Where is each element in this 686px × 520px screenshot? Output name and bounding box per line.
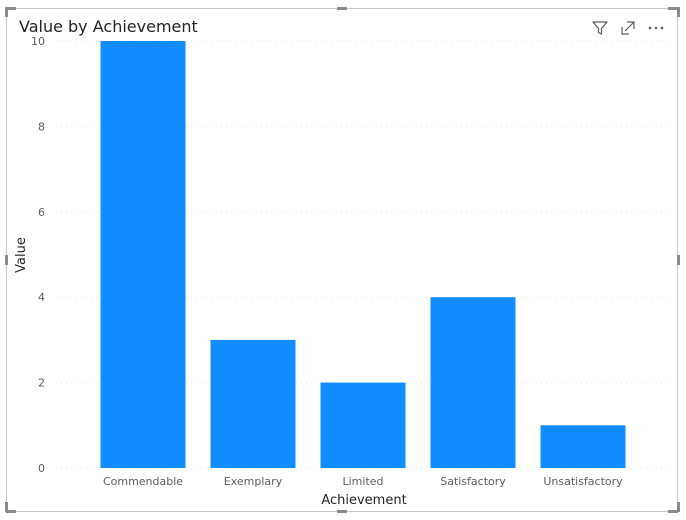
bar-exemplary[interactable]	[210, 339, 296, 468]
more-options-icon[interactable]	[647, 19, 665, 37]
resize-handle-top-right-v[interactable]	[677, 7, 680, 17]
x-tick-label: Satisfactory	[440, 475, 506, 488]
chart-title: Value by Achievement	[19, 17, 198, 36]
y-axis-title: Value	[14, 237, 29, 273]
visual-header-icons	[591, 19, 665, 37]
x-tick-label: Limited	[342, 475, 383, 488]
resize-handle-bottom-left[interactable]	[6, 510, 16, 513]
x-tick-label: Unsatisfactory	[543, 475, 623, 488]
resize-handle-left[interactable]	[5, 255, 8, 265]
bars	[100, 41, 626, 468]
resize-handle-bottom-right[interactable]	[668, 510, 678, 513]
resize-handle-top-left[interactable]	[6, 7, 16, 10]
focus-mode-icon[interactable]	[619, 19, 637, 37]
y-axis-ticks: 0 2 4 6 8 10	[31, 35, 45, 475]
resize-handle-top-right[interactable]	[668, 7, 678, 10]
resize-handle-bottom-left-v[interactable]	[5, 502, 8, 512]
filter-icon[interactable]	[591, 19, 609, 37]
x-axis-title: Achievement	[321, 493, 406, 508]
resize-handle-bottom-right-v[interactable]	[677, 502, 680, 512]
x-tick-label: Commendable	[103, 475, 183, 488]
y-tick-label: 0	[38, 462, 45, 475]
y-tick-label: 2	[38, 377, 45, 390]
bar-unsatisfactory[interactable]	[540, 425, 626, 468]
resize-handle-right[interactable]	[677, 255, 680, 265]
resize-handle-top[interactable]	[337, 7, 347, 10]
x-axis-ticks: Commendable Exemplary Limited Satisfactory U…	[103, 475, 623, 488]
resize-handle-bottom[interactable]	[337, 510, 347, 513]
y-tick-label: 6	[38, 206, 45, 219]
y-tick-label: 10	[31, 35, 45, 48]
y-tick-label: 8	[38, 120, 45, 133]
x-tick-label: Exemplary	[224, 475, 283, 488]
bar-limited[interactable]	[320, 382, 406, 468]
bar-satisfactory[interactable]	[430, 297, 516, 468]
bar-commendable[interactable]	[100, 41, 186, 468]
y-tick-label: 4	[38, 291, 45, 304]
resize-handle-top-left-v[interactable]	[5, 7, 8, 17]
